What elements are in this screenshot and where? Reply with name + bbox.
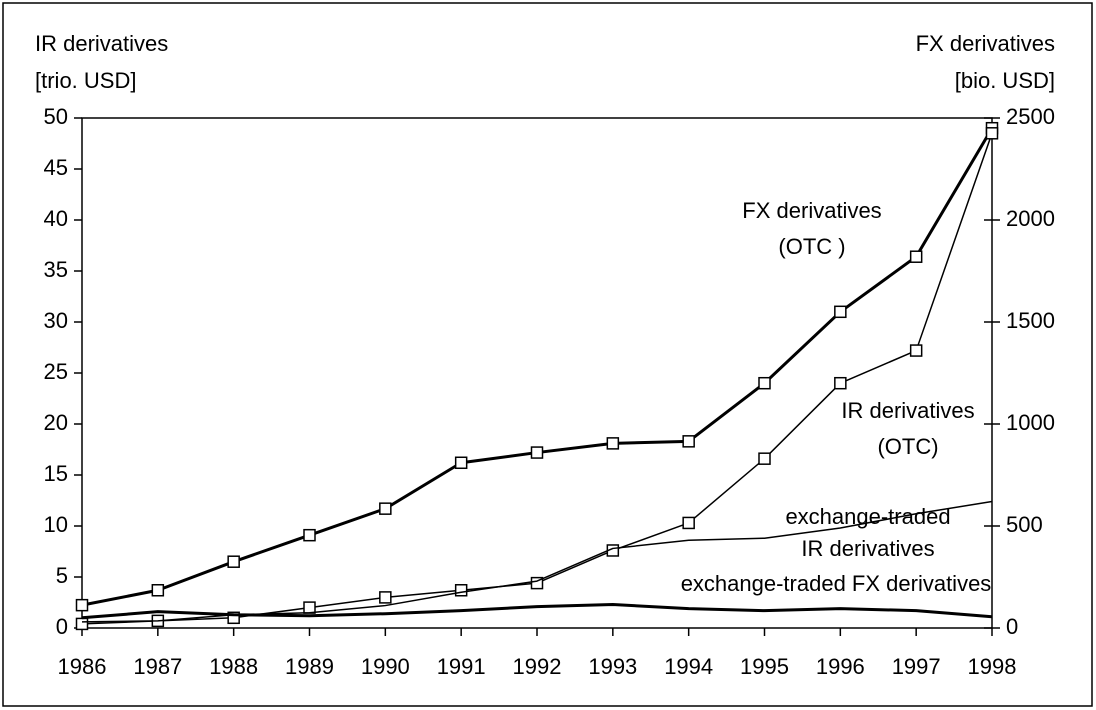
x-tick-label: 1987: [133, 654, 182, 679]
marker: [227, 611, 240, 625]
marker: [758, 452, 771, 465]
y-tick-label: 35: [44, 257, 68, 282]
marker: [682, 516, 695, 530]
y-tick-label: 45: [44, 155, 68, 180]
marker: [682, 435, 695, 448]
series-line: [81, 603, 993, 620]
annotation: (OTC ): [778, 234, 845, 259]
y2-axis-label: FX derivatives: [916, 31, 1055, 56]
marker: [909, 344, 923, 357]
marker: [227, 555, 240, 568]
y2-tick-label: 1000: [1006, 410, 1055, 435]
annotation: exchange-traded FX derivatives: [681, 571, 992, 596]
marker: [454, 456, 468, 470]
marker: [530, 576, 544, 590]
marker: [303, 601, 316, 614]
y-tick-label: 10: [44, 512, 68, 537]
annotation: IR derivatives: [801, 536, 934, 561]
y-tick-label: 20: [44, 410, 68, 435]
y2-tick-label: 500: [1006, 512, 1043, 537]
marker: [75, 617, 89, 631]
x-tick-label: 1995: [740, 654, 789, 679]
marker: [454, 584, 468, 597]
y2-tick-label: 2500: [1006, 104, 1055, 129]
marker: [75, 598, 89, 612]
y-tick-label: 40: [44, 206, 68, 231]
annotation: (OTC): [877, 434, 938, 459]
marker: [530, 446, 544, 459]
x-tick-label: 1993: [588, 654, 637, 679]
marker: [379, 591, 392, 604]
annotation: IR derivatives: [841, 398, 974, 423]
marker: [151, 584, 165, 597]
y-tick-label: 25: [44, 359, 68, 384]
y-tick-label: 5: [56, 563, 68, 588]
marker: [834, 376, 847, 390]
x-tick-label: 1994: [664, 654, 713, 679]
x-tick-label: 1986: [58, 654, 107, 679]
y2-tick-label: 1500: [1006, 308, 1055, 333]
x-tick-label: 1998: [968, 654, 1017, 679]
y-tick-label: 0: [56, 614, 68, 639]
x-tick-label: 1996: [816, 654, 865, 679]
x-tick-label: 1991: [437, 654, 486, 679]
y-axis-label: [trio. USD]: [35, 68, 136, 93]
x-tick-label: 1992: [513, 654, 562, 679]
y-tick-label: 30: [44, 308, 68, 333]
marker: [606, 437, 620, 450]
marker: [379, 502, 392, 515]
x-tick-label: 1988: [209, 654, 258, 679]
x-tick-label: 1989: [285, 654, 334, 679]
y2-tick-label: 0: [1006, 614, 1018, 639]
annotation: FX derivatives: [742, 198, 881, 223]
marker: [985, 127, 999, 140]
x-tick-label: 1997: [892, 654, 941, 679]
y-axis-label: IR derivatives: [35, 31, 168, 56]
marker: [303, 528, 316, 542]
y2-axis-label: [bio. USD]: [955, 68, 1055, 93]
x-tick-label: 1990: [361, 654, 410, 679]
marker: [909, 250, 923, 263]
y2-tick-label: 2000: [1006, 206, 1055, 231]
annotation: exchange-traded: [785, 504, 950, 529]
marker: [834, 305, 847, 319]
marker: [758, 376, 771, 390]
y-tick-label: 50: [44, 104, 68, 129]
y-tick-label: 15: [44, 461, 68, 486]
